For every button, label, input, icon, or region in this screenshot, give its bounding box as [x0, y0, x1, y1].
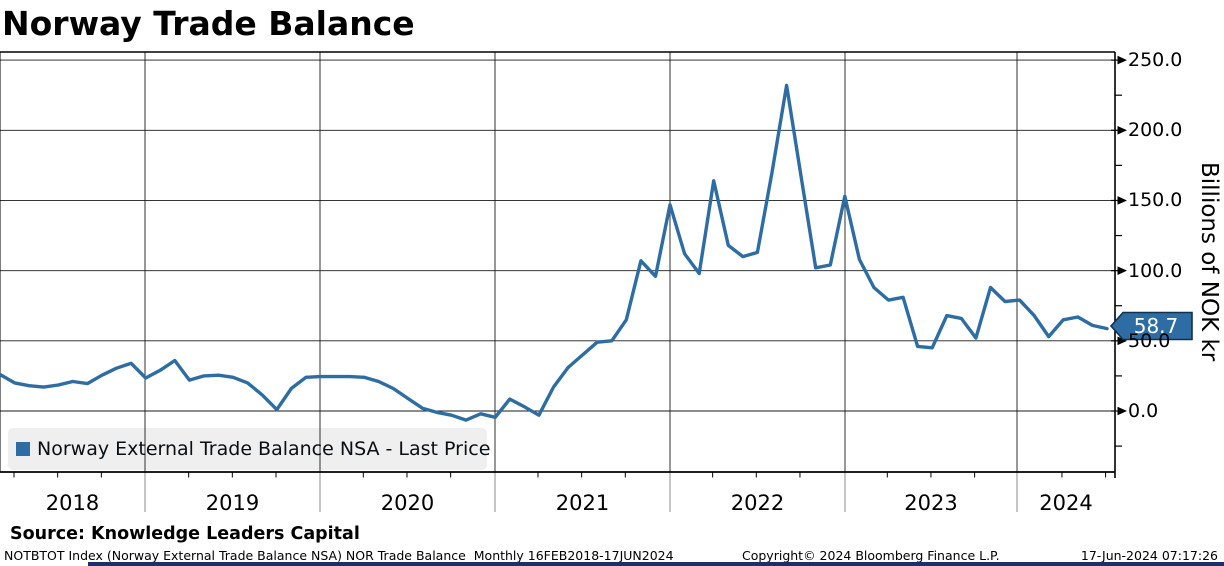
- y-tick-label: 50.0: [1128, 329, 1171, 352]
- last-price-badge: 58.7: [1133, 314, 1179, 338]
- last-price-badge-shape: [1109, 311, 1193, 341]
- y-tick-arrow-icon: [1117, 336, 1127, 346]
- x-tick-label: 2020: [380, 491, 435, 515]
- trade-balance-line: [0, 83, 1109, 422]
- x-tick-label: 2018: [45, 491, 100, 515]
- x-tick-label: 2019: [205, 491, 260, 515]
- bottom-window-bar: [88, 562, 1224, 566]
- y-tick-arrow-icon: [1117, 196, 1127, 205]
- security-descriptor: NOTBTOT Index (Norway External Trade Bal…: [4, 548, 674, 563]
- legend-series-swatch-icon: [16, 442, 30, 456]
- y-tick-arrow-icon: [1117, 125, 1127, 135]
- timestamp: 17-Jun-2024 07:17:26: [1080, 548, 1218, 563]
- legend-background: [8, 428, 487, 470]
- legend: Norway External Trade Balance NSA - Last…: [8, 428, 491, 470]
- y-tick-arrow-icon: [1117, 55, 1127, 65]
- y-axis-title: Billions of NOK kr: [1196, 162, 1222, 362]
- x-tick-label: 2021: [555, 491, 610, 515]
- y-tick-arrow-icon: [1117, 406, 1127, 416]
- y-tick-label: 250.0: [1128, 49, 1183, 72]
- y-tick-label: 0.0: [1128, 400, 1159, 422]
- x-tick-label: 2023: [904, 491, 958, 515]
- source-note: Source: Knowledge Leaders Capital: [10, 524, 360, 544]
- y-tick-label: 100.0: [1128, 259, 1183, 282]
- chart-title: Norway Trade Balance: [2, 4, 415, 43]
- y-tick-arrow-icon: [1117, 266, 1127, 275]
- copyright-note: Copyright© 2024 Bloomberg Finance L.P.: [742, 548, 1000, 563]
- x-tick-label: 2022: [730, 491, 785, 515]
- y-tick-label: 150.0: [1128, 189, 1183, 212]
- legend-series-label: Norway External Trade Balance NSA - Last…: [37, 438, 491, 460]
- y-tick-label: 200.0: [1128, 119, 1183, 142]
- x-tick-label: 2024: [1039, 491, 1093, 515]
